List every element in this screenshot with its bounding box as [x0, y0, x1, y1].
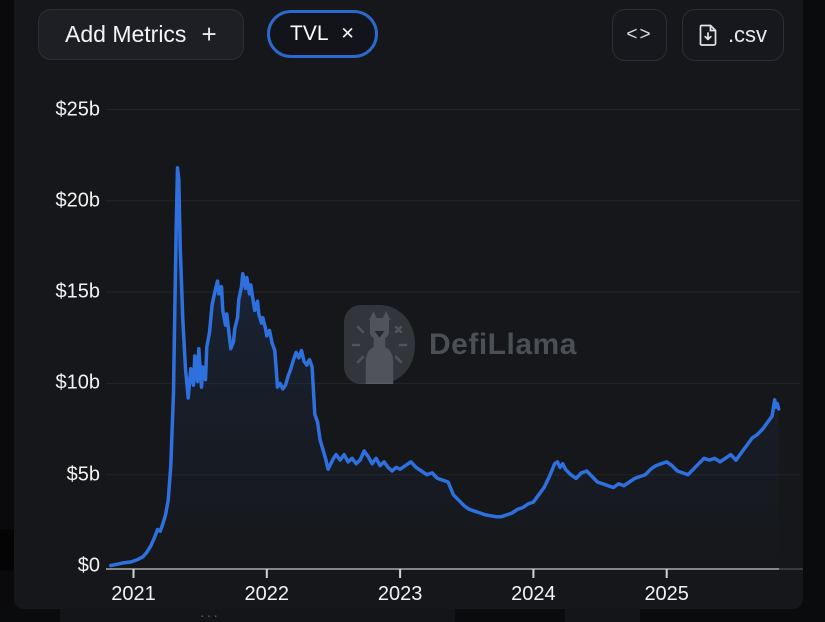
chart-plot-area[interactable] — [106, 95, 806, 575]
chart-toolbar: Add Metrics + TVL ✕ <> .csv — [14, 0, 803, 70]
y-axis-tick-label: $25b — [55, 98, 101, 120]
add-metrics-label: Add Metrics — [65, 21, 187, 47]
tvl-metric-pill[interactable]: TVL ✕ — [267, 10, 378, 58]
below-card-segment — [455, 609, 565, 622]
code-brackets-icon: <> — [626, 24, 653, 45]
y-axis-tick-label: $5b — [66, 463, 100, 486]
csv-label: .csv — [727, 22, 768, 47]
y-axis-tick-label: $15b — [55, 280, 101, 303]
x-axis-tick-label: 2025 — [644, 583, 689, 605]
x-axis-tick-label: 2024 — [511, 583, 556, 605]
below-card-segment — [640, 609, 825, 622]
y-axis-tick-label: $20b — [55, 189, 101, 212]
page-right-edge — [803, 0, 825, 622]
x-axis-tick-label: 2022 — [244, 583, 290, 605]
y-axis-tick-label: $10b — [55, 371, 101, 394]
embed-code-button[interactable]: <> — [612, 9, 667, 61]
close-icon[interactable]: ✕ — [340, 24, 355, 43]
y-axis-tick-label: $0 — [77, 554, 100, 577]
below-card-segment — [0, 609, 60, 622]
add-metrics-button[interactable]: Add Metrics + — [38, 9, 244, 60]
below-card-row: ··· — [0, 607, 825, 622]
ellipsis-indicator: ··· — [200, 607, 220, 622]
plus-icon: + — [201, 19, 217, 49]
download-csv-button[interactable]: .csv — [682, 9, 784, 61]
x-axis-tick-label: 2023 — [377, 583, 423, 605]
tvl-pill-label: TVL — [290, 22, 329, 45]
x-axis-tick-label: 2021 — [111, 583, 156, 605]
page-left-edge — [0, 0, 14, 622]
file-download-icon — [699, 24, 717, 46]
